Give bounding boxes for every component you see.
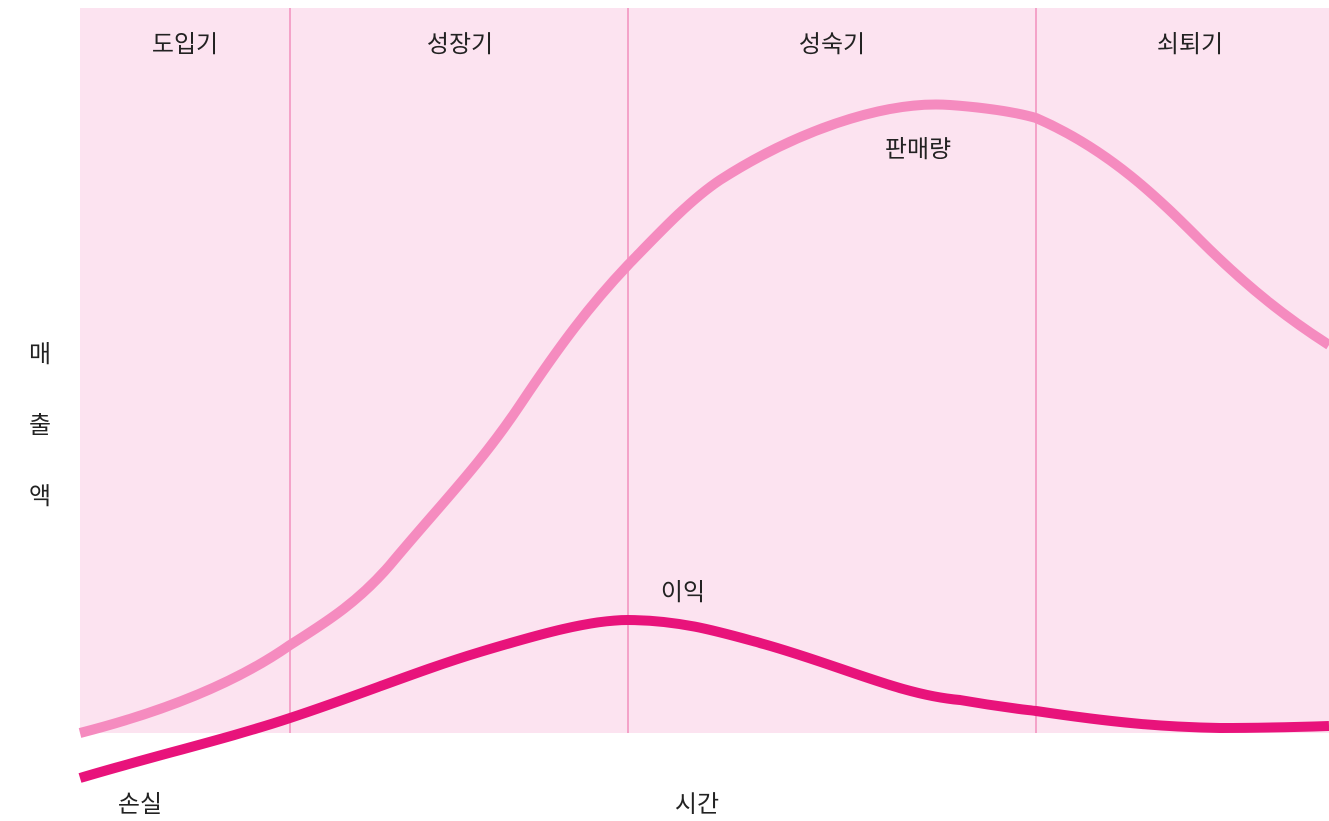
chart-area (80, 8, 1329, 733)
stage-label: 성숙기 (799, 30, 865, 58)
profit-label: 이익 (661, 578, 705, 606)
stage-label: 도입기 (152, 30, 218, 58)
profit-curve (78, 614, 1329, 783)
sales-curve (78, 99, 1329, 738)
y-axis-label: 매 (29, 340, 51, 368)
x-axis-label: 시간 (675, 790, 719, 818)
y-axis-label: 출 (29, 411, 51, 439)
loss-label: 손실 (118, 790, 162, 818)
stage-label: 쇠퇴기 (1157, 30, 1223, 58)
stage-label: 성장기 (427, 30, 493, 58)
y-axis-label: 액 (29, 482, 51, 510)
sales-label: 판매량 (885, 135, 951, 163)
